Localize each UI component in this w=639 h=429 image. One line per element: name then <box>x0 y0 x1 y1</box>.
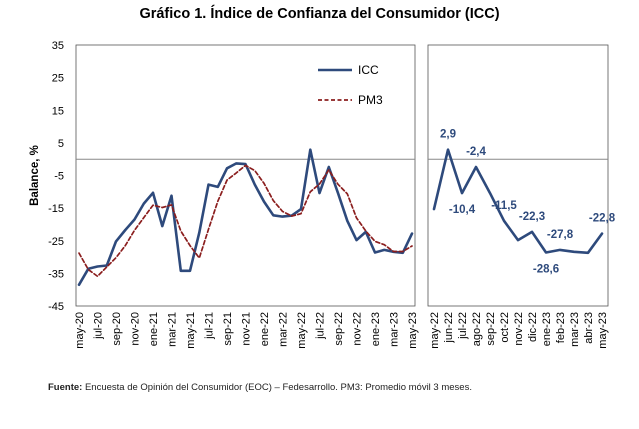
data-label: -11,5 <box>491 200 517 212</box>
x-tick-label: may-22 <box>429 312 441 349</box>
data-label: -2,4 <box>466 146 486 158</box>
y-tick-label: -35 <box>48 268 64 280</box>
y-tick-label: -45 <box>48 301 64 313</box>
x-tick-label: nov-22 <box>513 312 525 346</box>
x-tick-label: may-22 <box>296 312 308 349</box>
x-tick-label: ago-22 <box>471 312 483 346</box>
x-tick-label: sep-22 <box>485 312 497 346</box>
data-label: -22,3 <box>519 211 545 223</box>
x-tick-label: nov-20 <box>130 312 142 346</box>
series-line-icc-panel-2 <box>432 148 604 255</box>
x-tick-label: sep-21 <box>222 312 234 346</box>
y-tick-label: 15 <box>52 105 64 117</box>
chart-title: Gráfico 1. Índice de Confianza del Consu… <box>139 6 500 22</box>
x-tick-label: jul-21 <box>204 312 216 340</box>
legend-label-pm3: PM3 <box>358 93 383 107</box>
y-tick-label: 35 <box>52 40 64 52</box>
source-note: Fuente: Encuesta de Opinión del Consumid… <box>48 382 472 393</box>
x-tick-label: sep-22 <box>333 312 345 346</box>
source-label: Fuente: <box>48 382 83 393</box>
series-line-pm3-panel-1 <box>78 164 413 278</box>
y-tick-label: -5 <box>54 171 64 183</box>
x-tick-label: mar-23 <box>389 312 401 347</box>
x-tick-label: jul-20 <box>93 312 105 340</box>
x-tick-label: may-20 <box>74 312 86 349</box>
plot-frame-2 <box>427 44 609 307</box>
x-tick-label: ene-21 <box>148 312 160 346</box>
x-tick-label: feb-23 <box>555 312 567 343</box>
legend-label-icc: ICC <box>358 63 379 77</box>
x-tick-label: may-23 <box>407 312 419 349</box>
x-tick-label: sep-20 <box>111 312 123 346</box>
y-tick-label: 5 <box>58 138 64 150</box>
x-tick-label: ene-22 <box>259 312 271 346</box>
y-tick-label: -15 <box>48 203 64 215</box>
x-tick-label: jul-22 <box>315 312 327 340</box>
data-label: 2,9 <box>440 129 456 141</box>
x-tick-label: nov-22 <box>352 312 364 346</box>
x-tick-label: jun-22 <box>443 312 455 344</box>
x-tick-label: ene-23 <box>370 312 382 346</box>
data-label: -22,8 <box>589 213 616 225</box>
x-tick-label: nov-21 <box>241 312 253 346</box>
y-tick-label: 25 <box>52 73 64 85</box>
x-tick-label: abr-23 <box>583 312 595 344</box>
y-axis-label: Balance, % <box>29 145 41 206</box>
x-tick-label: oct-22 <box>499 312 511 343</box>
x-tick-label: mar-21 <box>167 312 179 347</box>
x-tick-label: ene-23 <box>541 312 553 346</box>
x-tick-label: mar-23 <box>569 312 581 347</box>
x-tick-label: mar-22 <box>278 312 290 347</box>
series-line-icc-panel-1 <box>77 148 414 287</box>
x-tick-label: may-21 <box>185 312 197 349</box>
data-label: -10,4 <box>449 204 476 216</box>
x-tick-label: may-23 <box>597 312 609 349</box>
data-label: -27,8 <box>547 229 574 241</box>
plot-frame-1 <box>75 44 416 307</box>
x-tick-label: jul-22 <box>457 312 469 340</box>
data-label: -28,6 <box>533 263 559 275</box>
x-tick-label: dic-22 <box>527 312 539 342</box>
y-tick-label: -25 <box>48 236 64 248</box>
source-text: Encuesta de Opinión del Consumidor (EOC)… <box>82 382 472 393</box>
